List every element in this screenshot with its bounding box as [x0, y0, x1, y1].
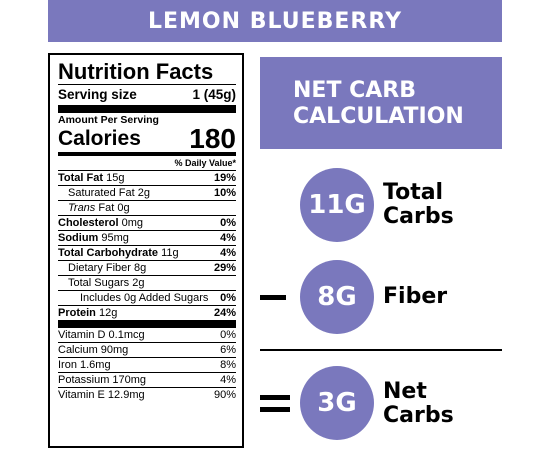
nutrient-dv: 0%	[220, 292, 236, 304]
nutrient-name: Total Fat	[58, 172, 104, 184]
nutrient-amount: 12g	[98, 307, 118, 319]
flavor-banner: LEMON BLUEBERRY	[48, 0, 502, 42]
divider	[58, 84, 236, 85]
nutrient-name: Dietary Fiber	[68, 262, 131, 274]
nutrient-row: Total Sugars 2g	[58, 275, 236, 290]
total-carbs-value: 11G	[308, 190, 366, 220]
total-carbs-label-line2: Carbs	[383, 204, 454, 229]
net-carbs-label: Net Carbs	[383, 380, 454, 428]
vitamin-row: Vitamin D 0.1mcg 0%	[58, 328, 236, 342]
calories-label: Calories	[58, 127, 141, 150]
nutrient-dv: 4%	[220, 232, 236, 244]
serving-size-value: 1 (45g)	[192, 87, 236, 102]
nutrient-amount: 2g	[137, 187, 150, 199]
equals-divider-line	[260, 349, 502, 351]
nutrient-row: Total Fat 15g 19%	[58, 170, 236, 185]
nutrient-name: Total Sugars	[68, 277, 130, 289]
nutrient-row: Saturated Fat 2g 10%	[58, 185, 236, 200]
nutrient-row: Trans Fat 0g	[58, 200, 236, 215]
minus-icon	[260, 295, 286, 300]
nutrient-row: Sodium 95mg 4%	[58, 230, 236, 245]
net-carbs-label-line2: Carbs	[383, 403, 454, 428]
nutrient-amount: 2g	[132, 277, 145, 289]
vitamin-dv: 4%	[220, 374, 236, 386]
calories-value: 180	[189, 123, 236, 154]
calories-row: Calories 180	[58, 123, 236, 154]
nutrient-amount: 8g	[134, 262, 147, 274]
nutrient-name: Saturated Fat	[68, 187, 135, 199]
serving-size-label: Serving size	[58, 87, 137, 102]
total-carbs-label-line1: Total	[383, 180, 444, 205]
nutrient-amount: 0mg	[121, 217, 143, 229]
nutrient-name: Sodium	[58, 232, 99, 244]
nutrient-name: Includes 0g Added Sugars	[80, 292, 209, 304]
vitamin-row: Iron 1.6mg 8%	[58, 357, 236, 372]
nutrient-amount: 0g	[117, 202, 130, 214]
total-carbs-circle: 11G	[300, 168, 374, 242]
nutrient-row: Total Carbohydrate 11g 4%	[58, 245, 236, 260]
vitamin-dv: 8%	[220, 359, 236, 371]
net-carbs-label-line1: Net	[383, 379, 427, 404]
nutrient-name: Total Carbohydrate	[58, 247, 159, 259]
calc-title-line1: NET CARB	[293, 78, 416, 103]
nutrient-row: Dietary Fiber 8g 29%	[58, 260, 236, 275]
total-carbs-label: Total Carbs	[383, 181, 454, 229]
nutrition-facts-title: Nutrition Facts	[58, 59, 214, 84]
net-carbs-value: 3G	[317, 388, 357, 418]
nutrient-name: Fat	[95, 202, 115, 214]
vitamin-row: Vitamin E 12.9mg 90%	[58, 387, 236, 402]
nutrient-dv: 0%	[220, 217, 236, 229]
nutrient-name: Cholesterol	[58, 217, 119, 229]
vitamin-name: Vitamin E 12.9mg	[58, 389, 145, 401]
nutrient-name-italic: Trans	[68, 202, 96, 214]
vitamin-dv: 6%	[220, 344, 236, 356]
divider-medium	[58, 152, 236, 156]
daily-value-header: % Daily Value*	[174, 158, 236, 168]
divider-thick	[58, 320, 236, 328]
net-carb-calculation-header: NET CARB CALCULATION	[260, 57, 502, 149]
nutrient-row: Protein 12g 24%	[58, 305, 236, 320]
vitamin-name: Iron 1.6mg	[58, 359, 111, 371]
calc-title-line2: CALCULATION	[293, 104, 464, 129]
fiber-label: Fiber	[383, 284, 448, 309]
nutrient-amount: 95mg	[101, 232, 129, 244]
nutrient-row: Cholesterol 0mg 0%	[58, 215, 236, 230]
nutrient-amount: 15g	[106, 172, 125, 184]
nutrition-facts-panel: Nutrition Facts Serving size 1 (45g) Amo…	[48, 53, 244, 448]
vitamin-row: Potassium 170mg 4%	[58, 372, 236, 387]
fiber-circle: 8G	[300, 260, 374, 334]
serving-size-row: Serving size 1 (45g)	[58, 85, 236, 105]
vitamin-row: Calcium 90mg 6%	[58, 342, 236, 357]
vitamin-dv: 0%	[220, 329, 236, 341]
amount-per-serving: Amount Per Serving	[58, 114, 159, 126]
nutrient-amount: 11g	[161, 247, 179, 259]
vitamin-name: Calcium 90mg	[58, 344, 129, 356]
equals-icon-bottom	[260, 407, 290, 412]
vitamin-dv: 90%	[213, 389, 236, 401]
vitamin-name: Potassium 170mg	[58, 374, 147, 386]
vitamin-name: Vitamin D 0.1mcg	[58, 329, 145, 341]
equals-icon-top	[260, 395, 290, 400]
nutrient-name: Protein	[58, 307, 96, 319]
nutrient-row: Includes 0g Added Sugars 0%	[58, 290, 236, 305]
nutrient-dv: 24%	[213, 307, 236, 319]
nutrient-dv: 29%	[213, 262, 236, 274]
nutrient-dv: 10%	[213, 187, 236, 199]
flavor-title: LEMON BLUEBERRY	[147, 8, 402, 34]
nutrient-dv: 19%	[213, 172, 236, 184]
divider-thick	[58, 105, 236, 113]
fiber-value: 8G	[317, 282, 357, 312]
net-carbs-circle: 3G	[300, 366, 374, 440]
nutrient-dv: 4%	[220, 247, 236, 259]
